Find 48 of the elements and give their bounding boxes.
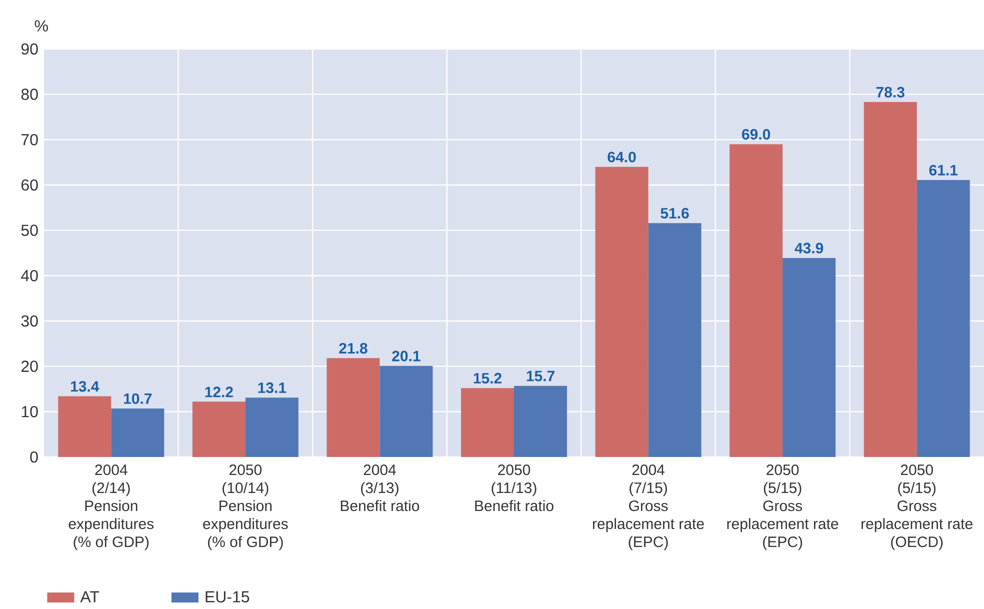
data-label: 15.7 [526, 370, 554, 382]
bar [730, 144, 783, 457]
data-label: 64.0 [608, 152, 636, 162]
bar [782, 258, 836, 457]
bar [514, 386, 568, 457]
y-tick-label: 90 [21, 43, 38, 55]
y-tick-label: 60 [21, 179, 38, 191]
x-tick-label: 2050 (5/15) Gross replacement rate (OECD) [862, 464, 972, 550]
data-label: 12.2 [205, 386, 233, 398]
y-tick-label: 80 [21, 88, 38, 100]
y-tick-label: 50 [21, 224, 38, 236]
bar [58, 396, 112, 457]
x-tick-label: 2050 (10/14) Pension expenditures (% of GDP) [203, 464, 288, 550]
data-label: 10.7 [124, 393, 152, 404]
y-tick-label: 20 [21, 360, 38, 372]
bar [380, 366, 433, 457]
data-label: 21.8 [339, 343, 368, 354]
bar [111, 408, 164, 457]
bar [461, 388, 514, 457]
data-label: 15.2 [474, 372, 502, 384]
data-label: 20.1 [392, 350, 420, 362]
x-tick-label: 2004 (7/15) Gross replacement rate (EPC) [593, 464, 704, 550]
y-axis-title: % [34, 20, 48, 32]
bar [595, 166, 648, 457]
bar [648, 223, 702, 457]
y-tick-label: 40 [21, 270, 38, 282]
data-label: 51.6 [660, 208, 689, 219]
data-label: 69.0 [742, 129, 770, 140]
bar [245, 398, 298, 457]
y-tick-label: 30 [21, 315, 38, 327]
y-tick-label: 10 [22, 406, 38, 418]
legend-label: EU-15 [206, 591, 250, 602]
bar [326, 358, 380, 457]
bar [916, 180, 970, 457]
data-label: 61.1 [929, 164, 958, 176]
data-label: 78.3 [876, 86, 904, 98]
data-label: 13.1 [258, 382, 286, 394]
x-tick-label: 2050 (11/13) Benefit ratio [475, 464, 554, 512]
x-tick-label: 2004 (3/13) Benefit ratio [340, 464, 420, 512]
data-label: 13.4 [70, 381, 100, 392]
x-tick-label: 2004 (2/14) Pension expenditures (% of GDP) [68, 464, 154, 550]
y-tick-label: 0 [30, 451, 38, 463]
legend-label: AT [80, 591, 100, 602]
y-tick-label: 70 [21, 134, 38, 146]
bar [192, 402, 246, 457]
bar [864, 102, 917, 457]
x-tick-label: 2050 (5/15) Gross replacement rate (EPC) [727, 464, 838, 550]
data-label: 43.9 [794, 242, 824, 254]
